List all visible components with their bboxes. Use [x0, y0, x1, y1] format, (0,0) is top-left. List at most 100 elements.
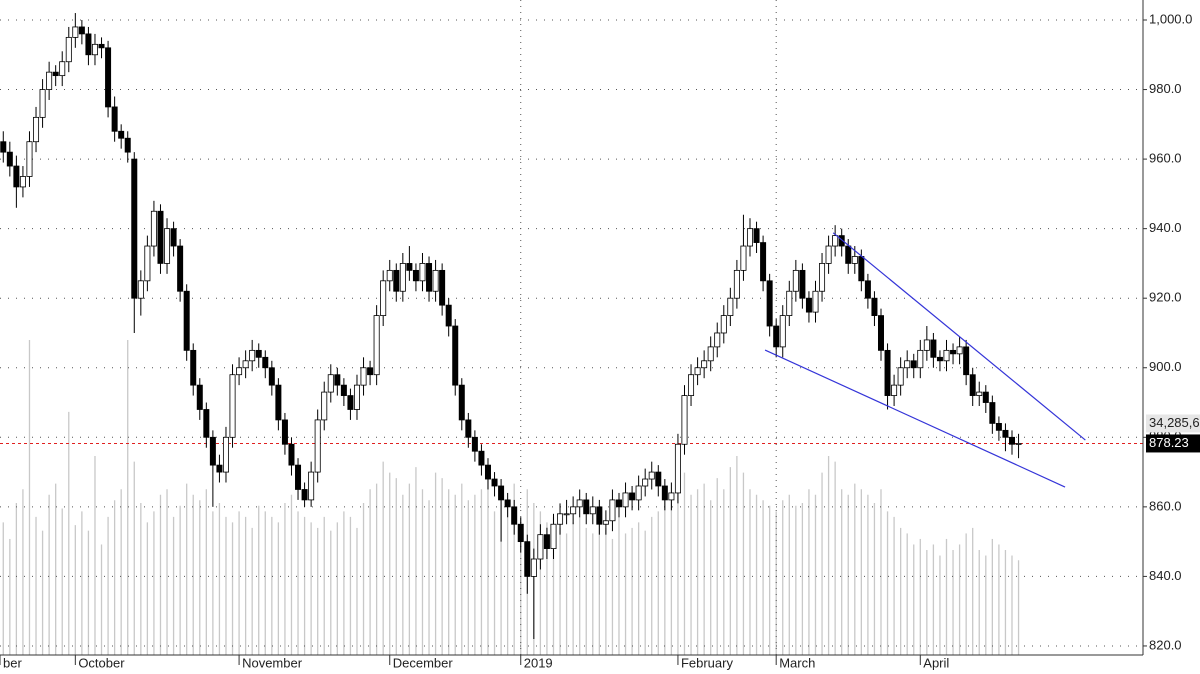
candle-body — [85, 33, 92, 56]
plot — [0, 0, 1143, 655]
candle-body — [681, 395, 688, 445]
candle-body — [465, 419, 472, 438]
candle-body — [445, 304, 452, 327]
candle-body — [877, 315, 884, 351]
candle-body — [137, 280, 144, 299]
candle-body — [694, 367, 701, 376]
candle-body — [118, 130, 125, 139]
y-tick-label: 920.0 — [1149, 290, 1182, 305]
candle-body — [1015, 443, 1022, 445]
candle-body — [52, 71, 59, 77]
candle-body — [170, 228, 177, 247]
candle-body — [209, 436, 216, 466]
candle-body — [399, 263, 406, 292]
candle-body — [583, 499, 590, 515]
candle-body — [419, 263, 426, 282]
candle-body — [642, 478, 649, 487]
candle-body — [969, 374, 976, 396]
candle-body — [950, 349, 957, 355]
candle-body — [236, 367, 243, 376]
candle-body — [268, 367, 275, 386]
candle-body — [105, 47, 112, 108]
y-tick-label: 900.0 — [1149, 359, 1182, 374]
candle-body — [956, 346, 963, 355]
candle-body — [478, 450, 485, 466]
y-tick-label: 940.0 — [1149, 220, 1182, 235]
candle-body — [111, 106, 118, 132]
candle-body — [805, 297, 812, 313]
candle-body — [720, 315, 727, 334]
candle-body — [733, 269, 740, 299]
candle-body — [334, 374, 341, 386]
y-tick-label: 840.0 — [1149, 568, 1182, 583]
candle-body — [910, 360, 917, 369]
candle-body — [295, 464, 302, 490]
candle-body — [301, 489, 308, 501]
candle-body — [923, 339, 930, 351]
candle-body — [786, 290, 793, 316]
candle-body — [517, 523, 524, 543]
candle-body — [262, 356, 269, 369]
candle-body — [524, 541, 531, 577]
candle-body — [858, 256, 865, 282]
candle-body — [845, 245, 852, 264]
candle-body — [458, 384, 465, 421]
candle-body — [150, 210, 157, 247]
candle-body — [622, 492, 629, 508]
candle-body — [498, 485, 505, 501]
candle-body — [537, 534, 544, 560]
volume-label-box — [1146, 414, 1200, 433]
x-tick-label: October — [78, 655, 125, 670]
candle-body — [484, 464, 491, 480]
candle-body — [917, 349, 924, 369]
candle-body — [471, 436, 478, 452]
candle-body — [327, 374, 334, 393]
candle-body — [727, 297, 734, 316]
candle-body — [995, 422, 1002, 431]
candle-body — [288, 443, 295, 466]
x-tick-label: December — [393, 655, 454, 670]
candle-body — [0, 141, 7, 153]
candle-body — [65, 36, 72, 63]
candle-body — [589, 506, 596, 515]
candle-body — [871, 297, 878, 316]
candle-body — [530, 558, 537, 577]
candle-body — [615, 499, 622, 508]
candle-body — [314, 419, 321, 473]
x-tick-label: March — [779, 655, 815, 670]
candle-body — [340, 384, 347, 396]
price-label-box — [1146, 434, 1200, 453]
candle-body — [98, 43, 105, 49]
x-tick-label: ber — [3, 655, 22, 670]
candle-body — [360, 367, 367, 386]
candle-body — [602, 520, 609, 525]
candle-body — [229, 374, 236, 438]
candle-body — [347, 395, 354, 410]
candle-body — [596, 506, 603, 525]
candle-body — [766, 280, 773, 327]
candle-body — [701, 360, 708, 369]
candle-body — [576, 499, 583, 508]
candle-body — [936, 356, 943, 362]
candle-body — [746, 228, 753, 247]
x-tick-label: November — [242, 655, 303, 670]
candle-body — [563, 513, 570, 516]
candle-body — [242, 360, 249, 369]
candle-body — [367, 367, 374, 376]
candle-body — [78, 26, 85, 35]
candle-body — [13, 165, 20, 188]
candle-body — [91, 43, 98, 56]
x-tick-label: April — [923, 655, 949, 670]
candle-body — [255, 349, 262, 358]
candle-body — [753, 228, 760, 243]
trendline — [832, 232, 1086, 441]
candle-body — [897, 367, 904, 386]
candle-body — [629, 492, 636, 501]
candle-body — [321, 391, 328, 421]
candle-body — [543, 534, 550, 549]
price-label: 878.23 — [1149, 435, 1189, 450]
candle-body — [976, 391, 983, 396]
candle-body — [275, 384, 282, 421]
candle-body — [183, 290, 190, 351]
